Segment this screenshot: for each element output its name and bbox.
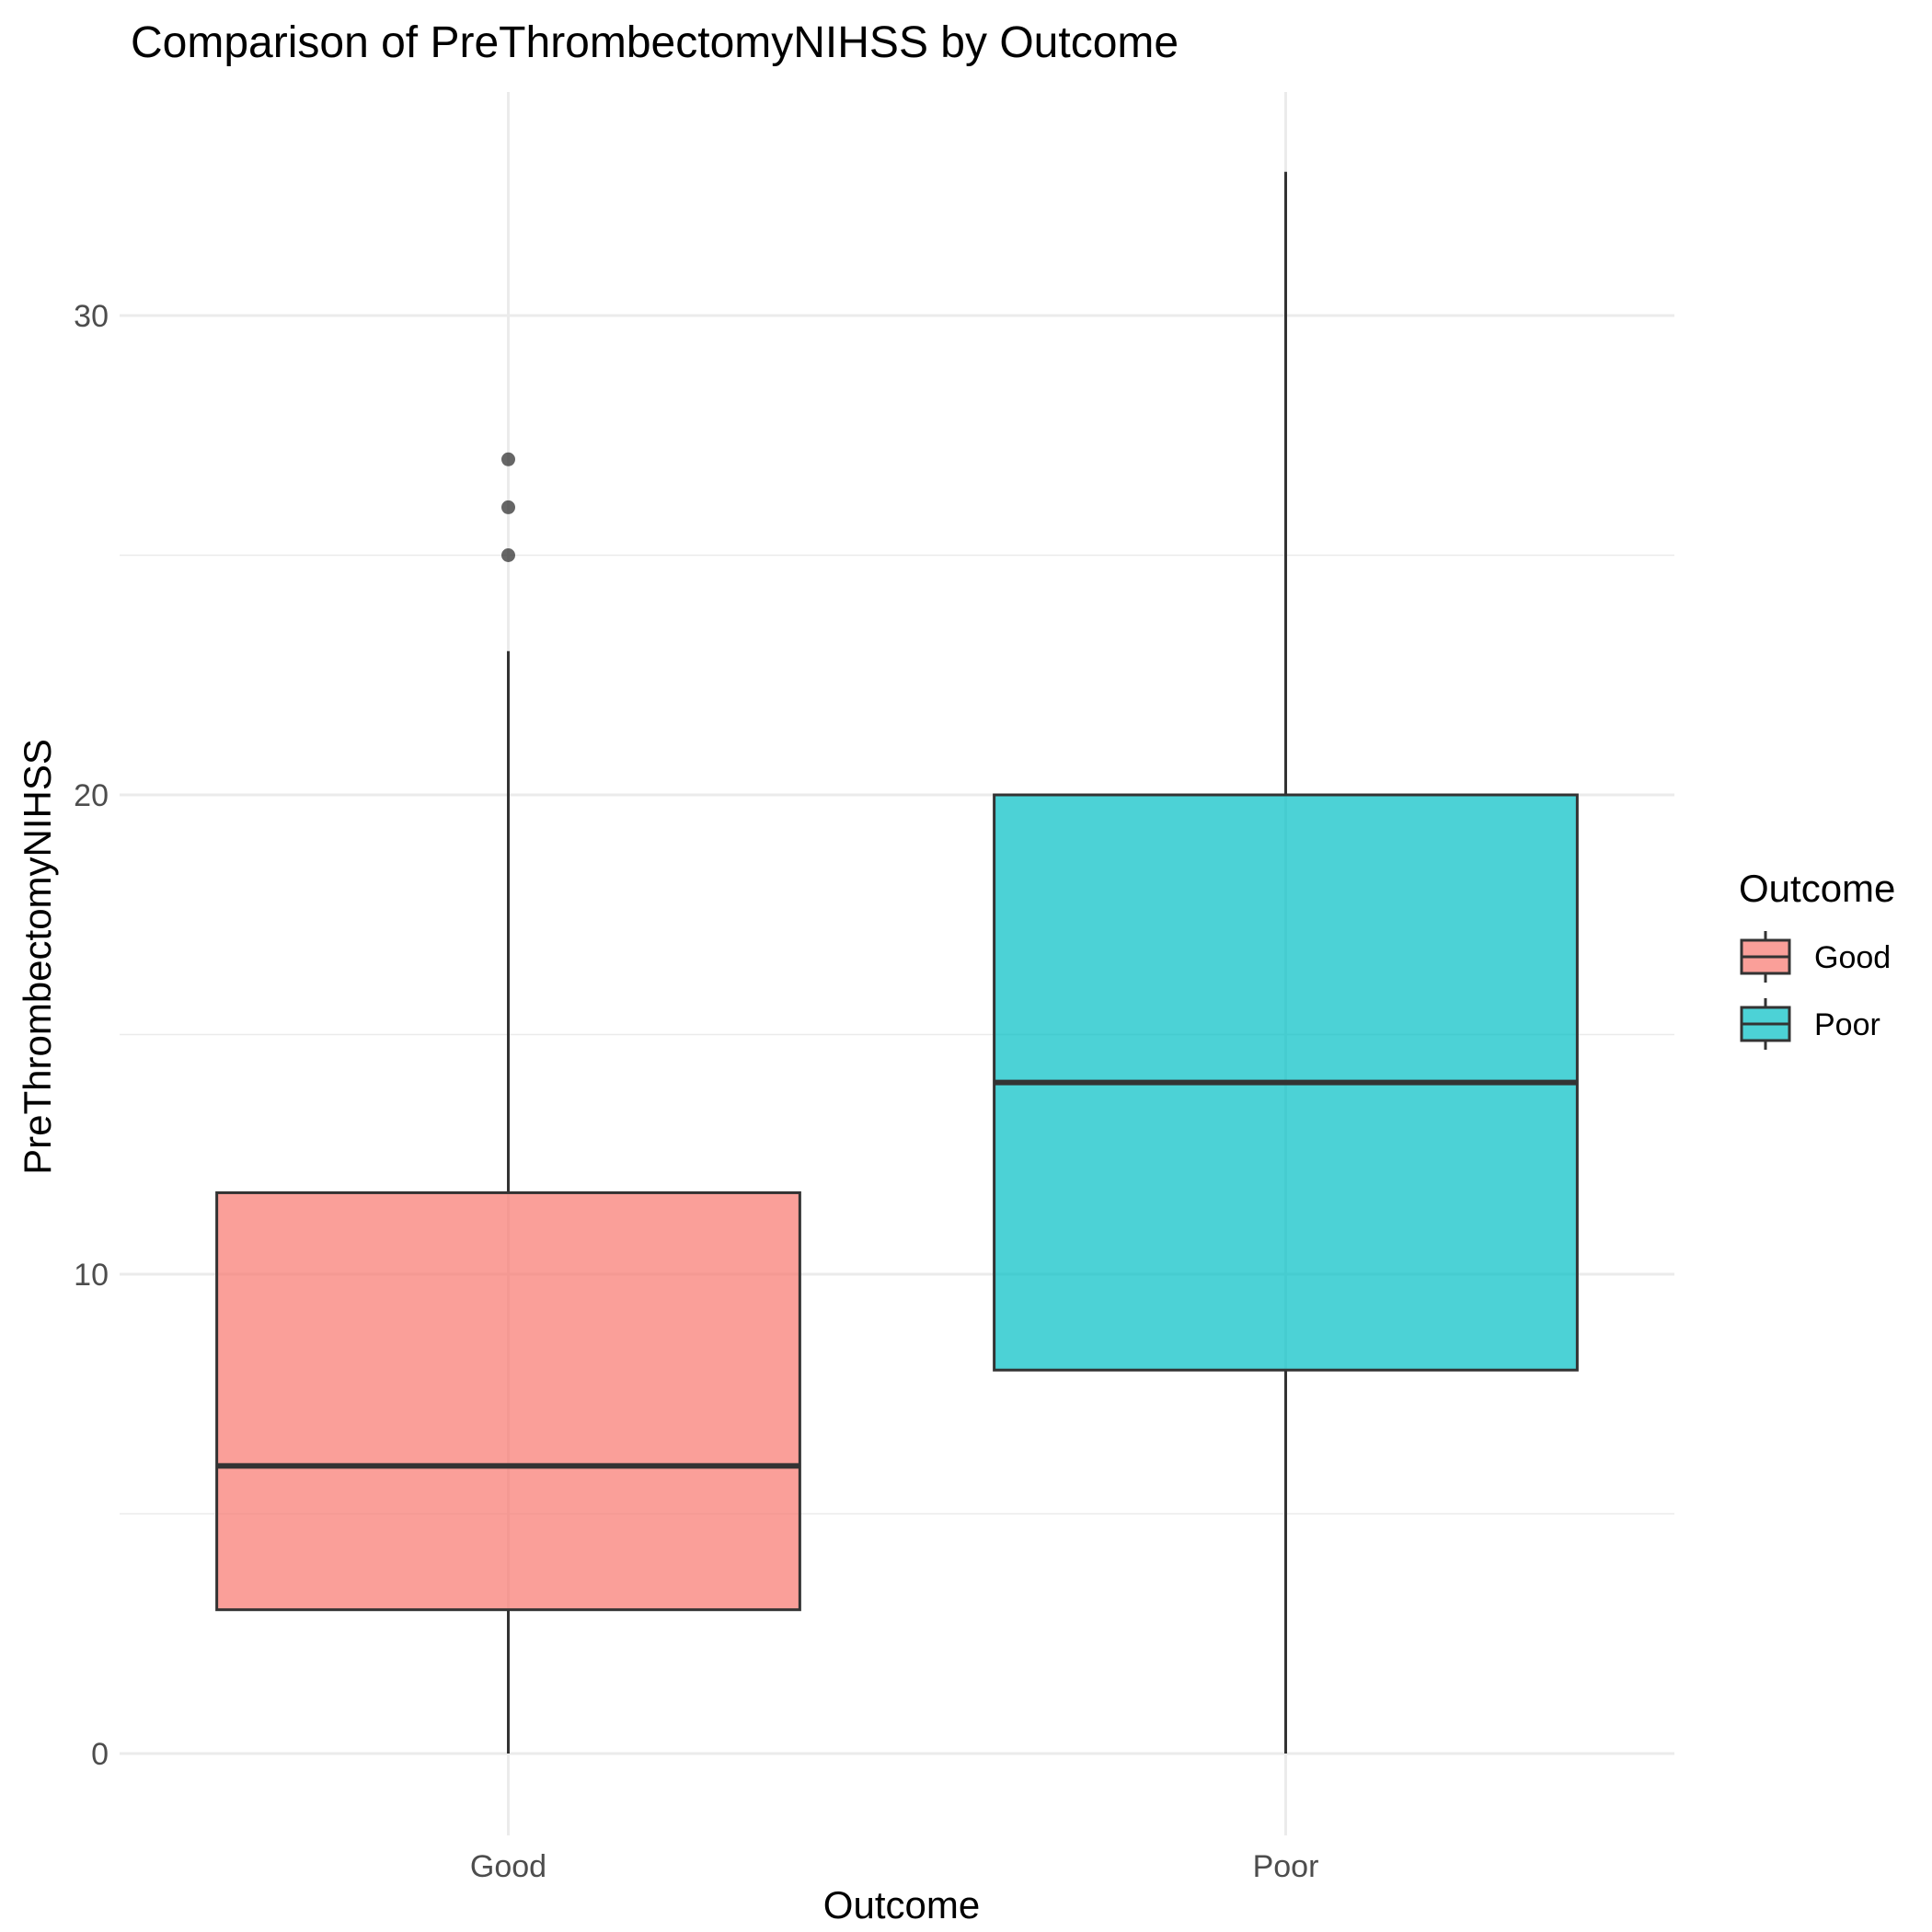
y-tick-label: 20 (74, 778, 109, 813)
legend: Outcome Good Poor (1739, 867, 1895, 1050)
y-tick-label: 0 (91, 1737, 109, 1772)
outlier-point (501, 548, 515, 562)
legend-item-poor: Poor (1740, 998, 1880, 1050)
y-tick-label: 30 (74, 299, 109, 334)
y-axis-title: PreThrombectomyNIHSS (16, 739, 59, 1175)
box-body (215, 1190, 801, 1612)
y-axis-ticks: 0 10 20 30 (74, 299, 109, 1772)
legend-item-good: Good (1740, 931, 1891, 983)
chart-title: Comparison of PreThrombectomyNIHSS by Ou… (131, 18, 1179, 67)
legend-title: Outcome (1739, 867, 1895, 910)
legend-label: Good (1814, 940, 1891, 975)
x-axis-ticks: Good Poor (470, 1849, 1319, 1884)
x-tick-label: Poor (1253, 1849, 1319, 1884)
outlier-point (501, 452, 515, 466)
x-axis-title: Outcome (823, 1883, 980, 1926)
y-tick-label: 10 (74, 1258, 109, 1293)
box-good (215, 452, 801, 1754)
outlier-point (501, 500, 515, 514)
x-tick-label: Good (470, 1849, 546, 1884)
legend-label: Poor (1814, 1007, 1880, 1042)
box-poor (993, 171, 1579, 1754)
plot-area (215, 171, 1579, 1754)
